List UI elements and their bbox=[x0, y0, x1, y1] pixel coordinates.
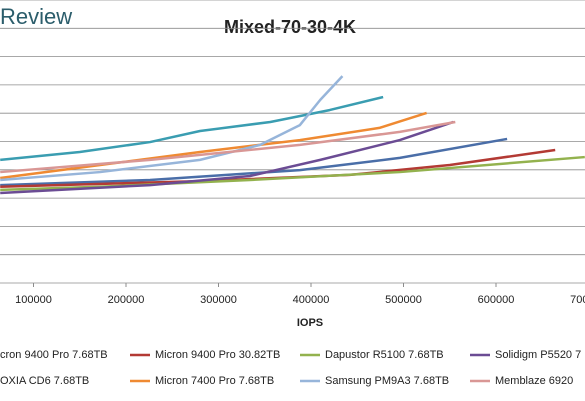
x-tick-label: 400000 bbox=[293, 294, 330, 306]
series-line bbox=[0, 75, 344, 182]
series-line bbox=[0, 120, 454, 195]
legend-label: Samsung PM9A3 7.68TB bbox=[325, 375, 449, 387]
x-axis-label: IOPS bbox=[297, 317, 323, 329]
x-tick-label: 600000 bbox=[478, 294, 515, 306]
legend-label: Solidigm P5520 7 bbox=[495, 349, 581, 361]
chart-title: Mixed-70-30-4K bbox=[224, 17, 356, 37]
series-line bbox=[0, 120, 456, 174]
series-line bbox=[0, 137, 508, 187]
series-line bbox=[0, 95, 384, 162]
legend-label: Memblaze 6920 bbox=[495, 375, 573, 387]
x-tick-label: 200000 bbox=[108, 294, 145, 306]
legend-label: Micron 7400 Pro 7.68TB bbox=[155, 375, 274, 387]
brand: Review bbox=[0, 4, 72, 29]
legend-label: OXIA CD6 7.68TB bbox=[0, 375, 89, 387]
legend-label: Micron 9400 Pro 30.82TB bbox=[155, 349, 280, 361]
legend-label: Dapustor R5100 7.68TB bbox=[325, 349, 444, 361]
x-tick-label: 500000 bbox=[385, 294, 422, 306]
legend-label: cron 9400 Pro 7.68TB bbox=[0, 349, 108, 361]
x-tick-label: 700000 bbox=[570, 294, 585, 306]
x-tick-label: 100000 bbox=[15, 294, 52, 306]
series-line bbox=[0, 155, 585, 192]
x-tick-label: 300000 bbox=[200, 294, 237, 306]
series-line bbox=[0, 111, 428, 180]
